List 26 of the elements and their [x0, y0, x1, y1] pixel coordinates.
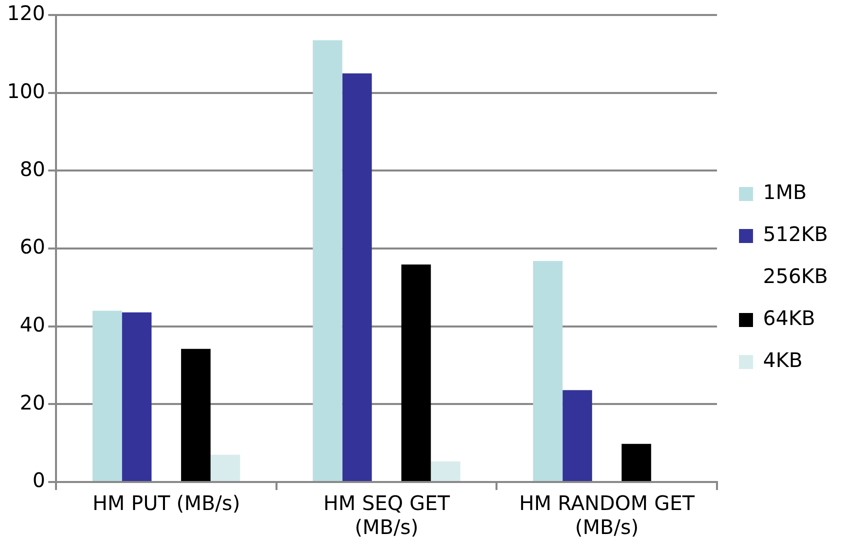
- y-tick-label: 20: [20, 390, 46, 414]
- y-tick-label: 0: [32, 468, 46, 492]
- legend-label: 4KB: [762, 348, 803, 372]
- y-tick-label: 80: [20, 156, 46, 181]
- x-tick-label: HM RANDOM GET (MB/s): [519, 491, 696, 540]
- bar: [210, 454, 240, 481]
- bar: [122, 312, 152, 481]
- legend-label: 1MB: [762, 180, 807, 204]
- bar: [342, 73, 372, 481]
- bar: [562, 390, 592, 481]
- y-tick-label: 40: [20, 312, 46, 337]
- bar: [533, 260, 563, 481]
- bar: [401, 264, 431, 481]
- x-tick-label: HM SEQ GET (MB/s): [323, 491, 451, 540]
- bar: [430, 461, 460, 481]
- y-tick-label: 60: [20, 234, 46, 259]
- text: 256KB: [762, 264, 828, 288]
- bar: [92, 310, 122, 481]
- x-tick-label: HM PUT (MB/s): [92, 491, 240, 516]
- legend-label: 512KB: [762, 222, 828, 246]
- y-tick-label: 120: [6, 1, 46, 26]
- legend-label: 64KB: [762, 306, 816, 330]
- bar: [312, 40, 342, 481]
- y-tick-label: 100: [6, 79, 46, 104]
- bar: [622, 444, 652, 481]
- bar: [181, 348, 211, 481]
